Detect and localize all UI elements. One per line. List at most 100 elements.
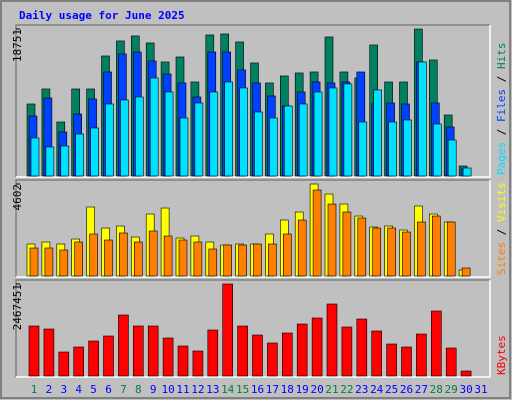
x-tick-label: 13 (206, 383, 219, 396)
x-tick-label: 20 (310, 383, 323, 396)
bar (252, 334, 263, 377)
x-tick-label: 11 (176, 383, 189, 396)
x-tick-label: 26 (400, 383, 413, 396)
bar (149, 77, 159, 177)
x-tick-label: 19 (296, 383, 309, 396)
bevel-dark (15, 179, 490, 277)
legend-entry: Visits (495, 182, 508, 222)
x-tick-label: 9 (150, 383, 157, 396)
x-tick-label: 22 (340, 383, 353, 396)
x-tick-label: 2 (46, 383, 53, 396)
bar (224, 81, 233, 177)
bar (177, 345, 189, 377)
bar (445, 347, 457, 377)
bar (417, 221, 426, 277)
bar (298, 103, 308, 177)
bar (28, 325, 40, 377)
bar (462, 167, 472, 177)
bar (194, 102, 204, 177)
bar (416, 333, 427, 377)
x-tick-label: 5 (90, 383, 97, 396)
x-tick-label: 21 (325, 383, 338, 396)
bar (58, 351, 70, 377)
legend: Pages / Files / Hits (495, 43, 508, 176)
legend-entry: Pages (495, 142, 508, 175)
bar (387, 227, 396, 277)
bar (73, 346, 84, 377)
legend-separator: / (495, 69, 508, 89)
legend-entry: Hits (495, 43, 508, 70)
x-tick-label: 28 (430, 383, 443, 396)
bar (371, 330, 383, 377)
legend-separator: / (495, 122, 508, 142)
bar (43, 328, 55, 377)
bar (59, 249, 69, 277)
y-tick-label: 4602 (11, 184, 24, 211)
x-tick-label: 6 (105, 383, 112, 396)
bar (460, 370, 472, 377)
bar (134, 241, 143, 277)
bar (253, 243, 262, 277)
bar (163, 235, 173, 277)
bar (104, 239, 113, 277)
bar (148, 230, 158, 277)
x-tick-label: 30 (459, 383, 472, 396)
bar (311, 317, 323, 377)
bar (164, 91, 174, 177)
x-tick-label: 14 (221, 383, 235, 396)
bevel-light (16, 180, 491, 278)
bar (103, 335, 114, 377)
bar (135, 96, 144, 177)
bevel-dark (15, 24, 490, 177)
bar (373, 89, 383, 177)
bar (388, 121, 397, 177)
bar (207, 329, 219, 377)
bar (90, 127, 99, 177)
x-tick-label: 16 (251, 383, 264, 396)
x-tick-label: 3 (60, 383, 67, 396)
bar (119, 232, 128, 277)
bar (45, 146, 55, 177)
bar (88, 340, 99, 377)
bar (358, 121, 368, 177)
bar (341, 326, 353, 377)
bar (326, 303, 338, 377)
bevel-dark (15, 279, 490, 377)
bar (75, 133, 84, 177)
bar (431, 215, 441, 277)
legend: KBytes (495, 335, 508, 375)
bar (208, 248, 218, 277)
bar (133, 325, 144, 377)
bar (313, 91, 323, 177)
bar (222, 283, 233, 377)
bar (254, 111, 263, 177)
bar (162, 337, 174, 377)
bar (74, 241, 83, 277)
bar (386, 343, 397, 377)
bar (327, 203, 337, 277)
x-tick-label: 4 (75, 383, 82, 396)
x-tick-label: 17 (266, 383, 279, 396)
x-tick-label: 1 (31, 383, 38, 396)
bar (356, 318, 368, 377)
x-tick-label: 12 (191, 383, 204, 396)
bar (209, 91, 219, 177)
bar (297, 219, 307, 277)
bar (44, 247, 54, 277)
bar (267, 342, 278, 377)
bar (357, 217, 367, 277)
x-tick-label: 8 (135, 383, 142, 396)
bevel-light (16, 280, 491, 378)
bar (430, 310, 442, 377)
bar (281, 332, 293, 377)
y-tick-label: 18751 (11, 29, 24, 62)
legend-entry: Files (495, 89, 508, 122)
bar (178, 239, 188, 277)
bar (147, 325, 159, 377)
bar (372, 227, 382, 277)
bar (30, 137, 40, 177)
x-tick-label: 25 (385, 383, 398, 396)
